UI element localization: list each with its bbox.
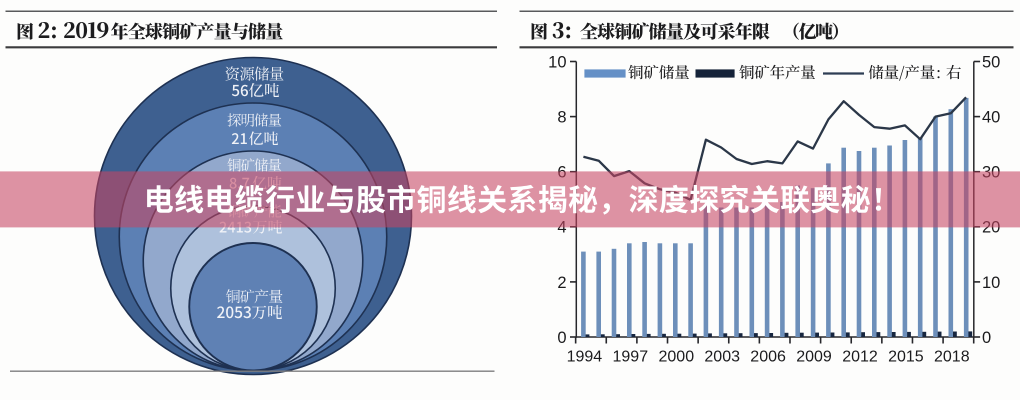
svg-text:10: 10 xyxy=(548,53,566,71)
svg-text:2012: 2012 xyxy=(842,349,878,366)
svg-text:0: 0 xyxy=(982,329,991,347)
svg-text:2003: 2003 xyxy=(704,349,740,366)
svg-text:10: 10 xyxy=(982,274,1000,292)
svg-text:50: 50 xyxy=(982,53,1000,71)
svg-text:2015: 2015 xyxy=(888,349,924,366)
svg-text:4: 4 xyxy=(557,219,566,237)
svg-text:40: 40 xyxy=(982,109,1000,127)
svg-text:2: 2 xyxy=(557,274,566,292)
svg-text:2009: 2009 xyxy=(796,349,832,366)
svg-text:1997: 1997 xyxy=(613,349,649,366)
svg-text:0: 0 xyxy=(557,329,566,347)
svg-text:2018: 2018 xyxy=(934,349,970,366)
svg-text:1994: 1994 xyxy=(567,349,603,366)
svg-text:2000: 2000 xyxy=(659,349,695,366)
svg-text:8: 8 xyxy=(557,109,566,127)
svg-text:2006: 2006 xyxy=(750,349,786,366)
